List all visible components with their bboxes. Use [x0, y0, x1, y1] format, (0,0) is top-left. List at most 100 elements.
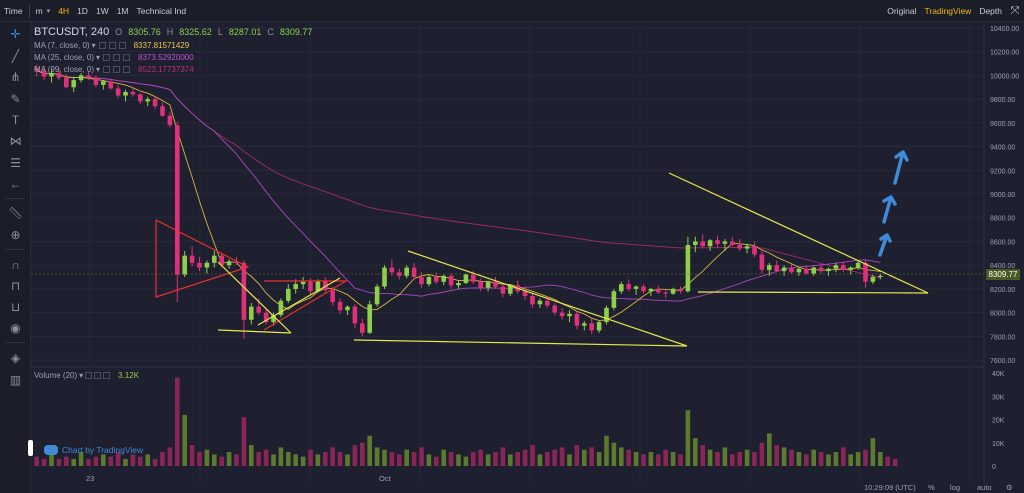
- volume-bar: [256, 452, 261, 466]
- candle-body: [656, 288, 661, 293]
- chevron-down-icon[interactable]: ▾: [46, 7, 51, 15]
- candle-body: [781, 267, 787, 272]
- settings-icon[interactable]: [94, 372, 102, 379]
- chevron-down-icon[interactable]: ▾: [91, 40, 96, 50]
- bottom-bar: 10:29:09 (UTC) % log auto ⚙: [31, 483, 1024, 493]
- candle-body: [411, 267, 417, 278]
- settings-icon[interactable]: [108, 41, 116, 49]
- chevron-down-icon[interactable]: ▾: [96, 52, 101, 62]
- time-button[interactable]: Time: [4, 5, 23, 16]
- pane-resize-handle[interactable]: [28, 440, 33, 456]
- eye-icon[interactable]: [103, 53, 111, 61]
- close-icon[interactable]: [118, 41, 126, 49]
- candle-body: [204, 262, 210, 268]
- ruler-icon[interactable]: 📏︎: [7, 206, 24, 220]
- original-view-button[interactable]: Original: [887, 6, 917, 16]
- volume-bar: [404, 449, 409, 466]
- candle-body: [382, 267, 387, 287]
- candle-body: [774, 265, 779, 272]
- volume-tick-label: 30K: [992, 394, 1005, 401]
- last-price-badge: 8309.77: [986, 269, 1020, 280]
- chevron-down-icon[interactable]: ▾: [96, 64, 101, 74]
- fib-icon[interactable]: ☰: [10, 156, 21, 170]
- eye-icon[interactable]: [85, 372, 93, 379]
- volume-legend[interactable]: Volume (20) ▾ 3.12K: [34, 371, 139, 380]
- volume-bars: [34, 377, 898, 466]
- settings-icon[interactable]: [113, 65, 121, 73]
- lock-icon[interactable]: ⊓: [10, 279, 21, 293]
- unlock-icon[interactable]: ⊔: [10, 300, 21, 314]
- chevron-down-icon[interactable]: ▾: [79, 371, 84, 380]
- toolbar-divider: [6, 198, 25, 199]
- price-tick-label: 9800.00: [990, 97, 1015, 104]
- volume-label: Volume (20): [34, 371, 78, 380]
- symbol-title: BTCUSDT, 240: [34, 26, 110, 38]
- volume-bar: [234, 454, 239, 466]
- candle-body: [367, 304, 372, 333]
- volume-bar: [426, 454, 432, 466]
- ma99-legend[interactable]: MA (99, close, 0) ▾ 8523.17737374: [34, 63, 312, 75]
- brush-icon[interactable]: ✎: [10, 92, 21, 106]
- support-line-drawing: [697, 291, 929, 294]
- interval-1m-button[interactable]: 1M: [116, 5, 129, 16]
- volume-bar: [855, 452, 861, 466]
- descending-trendline-drawing: [407, 250, 688, 347]
- eye-icon[interactable]: [103, 65, 111, 73]
- back-arrow-icon[interactable]: ←: [9, 177, 22, 191]
- candle-body: [345, 306, 350, 311]
- minute-dropdown[interactable]: m: [35, 5, 43, 16]
- candle-body: [167, 115, 173, 126]
- pitchfork-icon[interactable]: ⋔: [10, 70, 21, 84]
- magnet-icon[interactable]: ∩: [11, 258, 20, 272]
- log-toggle[interactable]: log: [950, 483, 961, 492]
- volume-bar: [670, 452, 676, 466]
- ma25-legend[interactable]: MA (25, close, 0) ▾ 8373.52920000: [34, 51, 312, 63]
- tradingview-view-button[interactable]: TradingView: [924, 6, 972, 16]
- fullscreen-icon[interactable]: ⤧: [1010, 4, 1020, 17]
- auto-toggle[interactable]: auto: [977, 483, 992, 492]
- volume-bar: [293, 454, 298, 466]
- volume-bar: [493, 452, 498, 466]
- trendline-icon[interactable]: ╱: [11, 49, 20, 63]
- depth-view-button[interactable]: Depth: [979, 6, 1002, 16]
- interval-4h-button[interactable]: 4H: [58, 5, 70, 16]
- settings-icon[interactable]: [113, 53, 121, 61]
- crosshair-icon[interactable]: ✛: [10, 27, 21, 41]
- volume-bar: [278, 447, 284, 466]
- candle-body: [663, 292, 668, 294]
- volume-bar: [471, 452, 476, 466]
- close-icon[interactable]: [103, 372, 111, 379]
- volume-bar: [537, 454, 543, 466]
- interval-1w-button[interactable]: 1W: [95, 5, 109, 16]
- layers-icon[interactable]: ◈: [10, 351, 21, 365]
- candle-body: [767, 265, 772, 270]
- text-icon[interactable]: T: [11, 113, 20, 127]
- candle-body: [256, 306, 261, 313]
- eye-icon[interactable]: [98, 41, 106, 49]
- volume-bar: [693, 438, 698, 466]
- gear-icon[interactable]: ⚙: [1006, 483, 1013, 492]
- interval-1d-button[interactable]: 1D: [77, 5, 88, 16]
- trash-icon[interactable]: ▥: [9, 373, 22, 387]
- technical-indicators-button[interactable]: Technical Ind: [136, 5, 187, 16]
- price-scale: 10400.00 10200.00 10000.00 9800.00 9600.00 94…: [990, 26, 1019, 365]
- volume-bar: [56, 459, 62, 466]
- candle-body: [330, 290, 335, 302]
- close-icon[interactable]: [123, 53, 131, 61]
- volume-bar: [130, 454, 136, 466]
- zoom-icon[interactable]: ⊕: [10, 228, 21, 242]
- pattern-icon[interactable]: ⋈: [9, 134, 22, 148]
- eye-icon[interactable]: ◉: [10, 321, 21, 335]
- close-icon[interactable]: [123, 65, 131, 73]
- toolbar-divider: [28, 3, 30, 18]
- ma7-legend[interactable]: MA (7, close, 0) ▾ 8337.81571429: [34, 39, 312, 51]
- percent-toggle[interactable]: %: [928, 483, 935, 492]
- tradingview-watermark[interactable]: Chart by TradingView: [44, 445, 143, 455]
- candle-body: [138, 94, 143, 102]
- volume-bar: [389, 452, 395, 466]
- volume-bar: [826, 454, 831, 466]
- candle-body: [715, 240, 720, 244]
- price-chart[interactable]: 10400.00 10200.00 10000.00 9800.00 9600.00 94…: [31, 22, 1024, 493]
- candle-body: [182, 255, 187, 275]
- volume-bar: [212, 454, 217, 466]
